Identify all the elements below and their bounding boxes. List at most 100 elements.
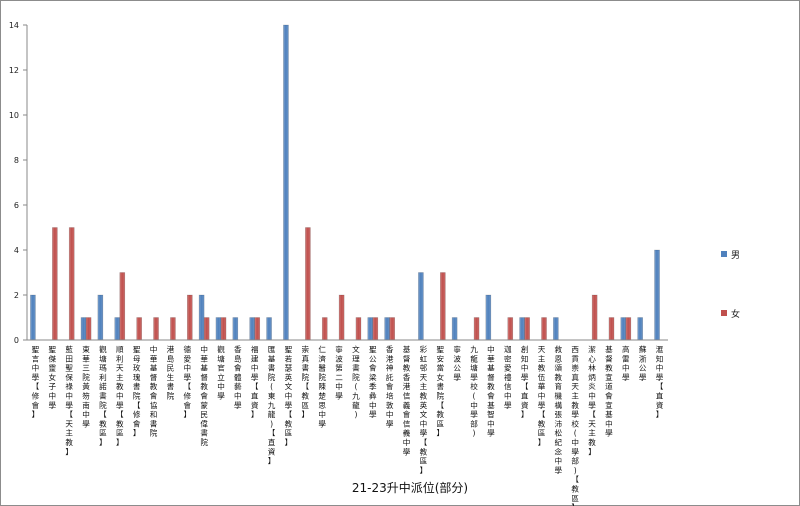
bar-female xyxy=(440,272,446,341)
category-label: 藍田聖保祿中學【天主教】 xyxy=(65,344,73,456)
category-label: 蘇浙公學 xyxy=(639,344,647,382)
bar-male xyxy=(519,317,525,341)
bar-female xyxy=(203,317,210,341)
category-label: 西貢崇真天主教學校(中學部)【教區】 xyxy=(571,345,579,506)
bar-male xyxy=(266,317,272,341)
category-label: 寧波第二中學 xyxy=(335,344,343,401)
bar-male xyxy=(249,317,255,341)
bar-male xyxy=(654,249,660,341)
bar-female xyxy=(52,227,58,341)
bar-male xyxy=(620,317,627,341)
chart-title: 21-23升中派位(部分) xyxy=(352,480,468,495)
bar-female xyxy=(136,317,142,341)
bar-female xyxy=(473,317,480,341)
y-tick-label: 8 xyxy=(14,156,19,165)
category-label: 仁濟醫院陳楚思中學 xyxy=(318,344,326,428)
y-axis-ticks: 0 2 4 6 8 10 12 14 xyxy=(9,21,27,345)
bar-female xyxy=(591,294,598,341)
category-label: 觀塘官立中學 xyxy=(217,344,225,401)
category-label: 德愛中學【修會】 xyxy=(183,344,191,419)
bar-female xyxy=(355,317,362,341)
category-label: 東華三院黃笏南中學 xyxy=(82,344,90,428)
category-label: 基督教香港信義會信義中學 xyxy=(403,344,411,456)
bar-female xyxy=(608,317,615,341)
bar-male xyxy=(97,294,104,341)
bar-female xyxy=(321,317,328,341)
y-tick-label: 12 xyxy=(9,66,19,75)
category-label: 中華基督教會協和書院 xyxy=(150,344,158,438)
legend-swatch xyxy=(721,251,727,257)
bar-female xyxy=(338,294,345,341)
bar-female xyxy=(220,317,227,341)
axes xyxy=(26,25,668,341)
category-label: 高雷中學 xyxy=(622,344,630,382)
bar-male xyxy=(367,317,374,341)
bar-female xyxy=(187,294,193,341)
bar-male xyxy=(30,294,36,341)
legend-label: 女 xyxy=(731,308,740,320)
bar-male xyxy=(418,272,424,341)
category-label: 創知中學【直資】 xyxy=(521,344,529,419)
bar-female xyxy=(170,317,176,341)
bar-female xyxy=(541,317,547,341)
bar-male xyxy=(215,317,222,341)
category-label: 順利天主教中學【教區】 xyxy=(116,345,124,447)
bar-female xyxy=(85,317,92,341)
bar-male xyxy=(637,317,643,341)
bar-female xyxy=(389,317,395,341)
category-label: 聖言中學【修會】 xyxy=(32,345,40,419)
bar-female xyxy=(507,317,514,341)
bar-female xyxy=(625,317,632,341)
legend: 男女 xyxy=(721,250,740,320)
bar-male xyxy=(384,317,390,341)
bar-female xyxy=(305,227,311,341)
category-label: 聖公會梁季彝中學 xyxy=(369,345,377,419)
y-tick-label: 0 xyxy=(14,336,19,345)
category-label: 中華基督教會蒙民偉書院 xyxy=(200,344,208,447)
bar-female xyxy=(153,317,159,341)
bar-female xyxy=(119,272,126,341)
category-label: 觀塘瑪利諾書院【教區】 xyxy=(99,344,107,447)
bar-male xyxy=(80,317,87,341)
category-label: 聖若瑟英文中學【教區】 xyxy=(285,345,293,447)
category-label: 九龍塘學校(中學部) xyxy=(470,345,478,438)
y-tick-label: 2 xyxy=(14,291,19,300)
bar-male xyxy=(485,294,492,341)
category-label: 救恩頌教育機構張沛松紀念中學 xyxy=(555,344,563,475)
y-tick-label: 10 xyxy=(9,111,19,120)
category-label: 崇真書院【教區】 xyxy=(302,345,310,419)
bar-male xyxy=(451,317,458,341)
bar-male xyxy=(232,317,239,341)
category-label: 潔心林炳炎中學【天主教】 xyxy=(588,345,596,456)
bar-male xyxy=(553,317,559,341)
category-label: 天主教伍華中學【教區】 xyxy=(538,345,546,447)
category-label: 中華基督教會基智中學 xyxy=(487,344,495,438)
bar-female xyxy=(254,317,261,341)
y-tick-label: 4 xyxy=(14,246,19,255)
category-label: 福建中學【直資】 xyxy=(251,345,259,419)
category-label: 滙知中學【直資】 xyxy=(656,344,664,419)
bar-male xyxy=(283,24,289,341)
bar-male xyxy=(114,317,121,341)
y-tick-label: 14 xyxy=(9,21,19,30)
bars-group xyxy=(30,24,660,341)
category-label: 迦密愛禮信中學 xyxy=(504,344,512,410)
bar-male xyxy=(198,294,205,341)
category-label: 港島民生書院 xyxy=(167,344,175,401)
category-label: 彩虹邨天主教英文中學【教區】 xyxy=(420,344,428,475)
category-label: 寧波公學 xyxy=(453,344,461,382)
legend-swatch xyxy=(721,310,727,316)
category-label: 香港神託會培敦中學 xyxy=(386,344,394,428)
bar-female xyxy=(68,227,75,341)
category-label: 聖傑靈女子中學 xyxy=(49,345,57,410)
bar-female xyxy=(372,317,379,341)
category-label: 香島會體藝中學 xyxy=(234,344,242,410)
category-label: 文理書院(九龍) xyxy=(352,344,360,419)
category-label: 基督教宣道會宣基中學 xyxy=(605,344,613,438)
category-label: 匯基書院(東九龍)【直資】 xyxy=(268,345,276,466)
bar-female xyxy=(524,317,530,341)
category-label: 聖母玫瑰書院【修會】 xyxy=(133,345,141,438)
